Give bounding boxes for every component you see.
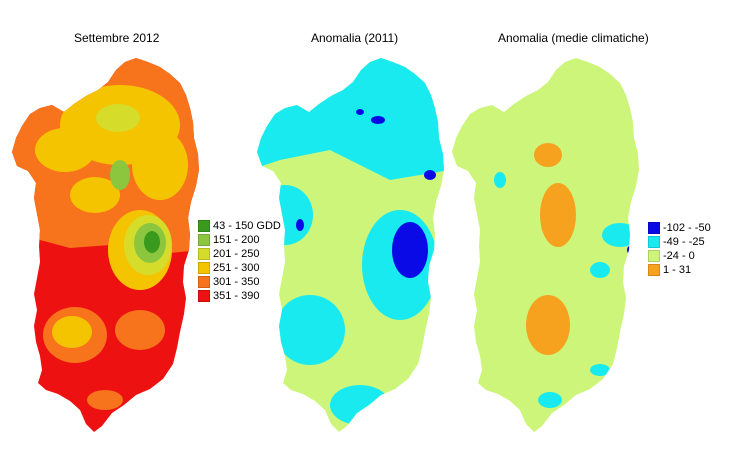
legend-swatch	[648, 222, 660, 234]
legend-item: 201 - 250	[198, 248, 281, 260]
legend-swatch	[648, 264, 660, 276]
legend-swatch	[198, 290, 210, 302]
legend-label: -49 - -25	[663, 236, 705, 248]
panel-3-title: Anomalia (medie climatiche)	[498, 31, 649, 45]
legend-item: -102 - -50	[648, 222, 711, 234]
legend-item: 301 - 350	[198, 276, 281, 288]
map-settembre-2012	[12, 58, 199, 432]
legend-swatch	[198, 220, 210, 232]
legend-settembre-2012: 43 - 150 GDD 151 - 200 201 - 250 251 - 3…	[198, 220, 281, 304]
legend-label: 43 - 150 GDD	[213, 220, 281, 232]
legend-label: 301 - 350	[213, 276, 260, 288]
legend-swatch	[648, 250, 660, 262]
legend-label: 251 - 300	[213, 262, 260, 274]
legend-swatch	[198, 248, 210, 260]
legend-label: -102 - -50	[663, 222, 711, 234]
legend-swatch	[198, 276, 210, 288]
legend-item: 251 - 300	[198, 262, 281, 274]
legend-anomalia: -102 - -50 -49 - -25 -24 - 0 1 - 31	[648, 222, 711, 278]
legend-item: 151 - 200	[198, 234, 281, 246]
panel-2-title: Anomalia (2011)	[311, 31, 399, 45]
legend-label: 151 - 200	[213, 234, 260, 246]
panel-1-title: Settembre 2012	[74, 31, 160, 45]
legend-swatch	[198, 262, 210, 274]
legend-item: -49 - -25	[648, 236, 711, 248]
legend-label: 351 - 390	[213, 290, 260, 302]
legend-swatch	[648, 236, 660, 248]
legend-item: 351 - 390	[198, 290, 281, 302]
legend-item: 1 - 31	[648, 264, 711, 276]
map-anomalia-medie-climatiche	[452, 58, 639, 432]
legend-label: 201 - 250	[213, 248, 260, 260]
legend-item: -24 - 0	[648, 250, 711, 262]
legend-label: -24 - 0	[663, 250, 695, 262]
legend-swatch	[198, 234, 210, 246]
legend-item: 43 - 150 GDD	[198, 220, 281, 232]
legend-label: 1 - 31	[663, 264, 692, 276]
